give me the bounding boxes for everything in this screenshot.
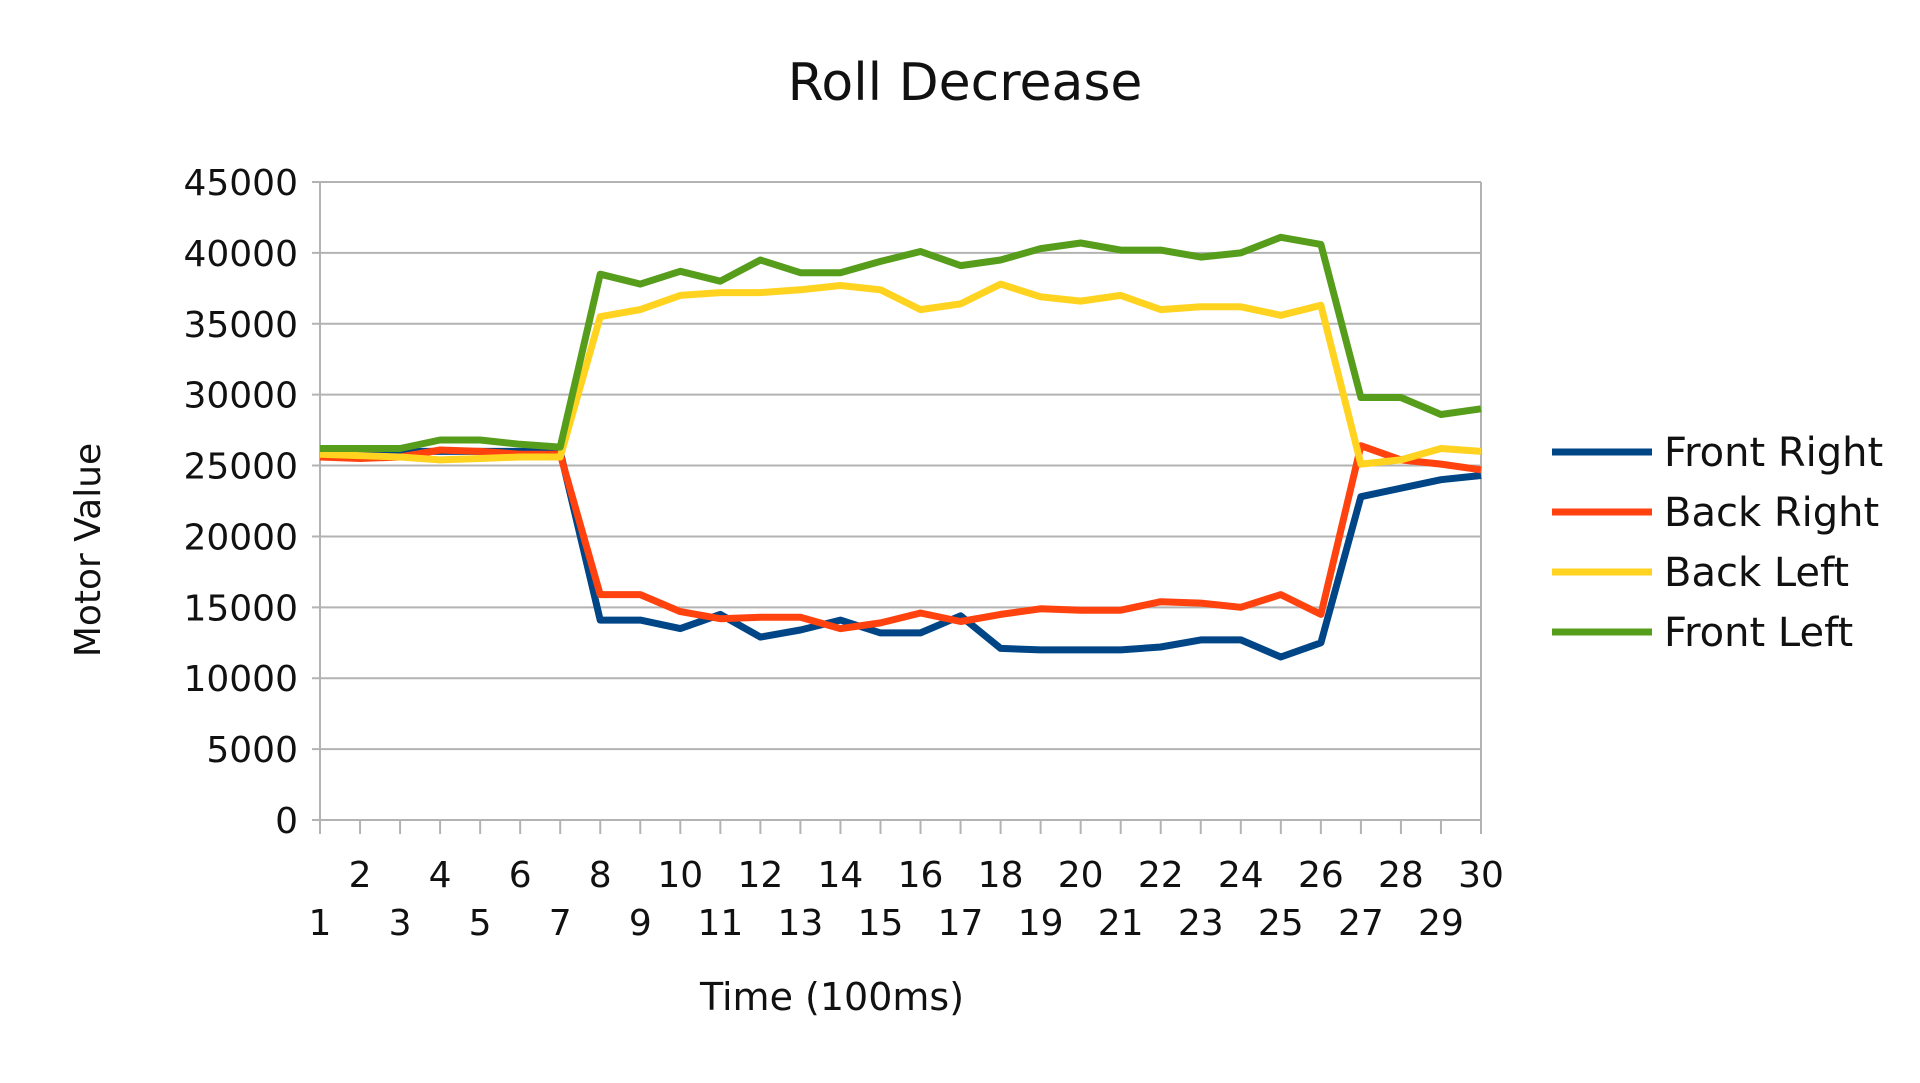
x-tick-label: 2 — [349, 855, 372, 896]
legend-label: Back Right — [1664, 490, 1879, 536]
y-axis-label: Motor Value — [68, 443, 109, 657]
x-tick-label: 24 — [1218, 855, 1264, 896]
x-tick-label: 17 — [938, 903, 984, 944]
y-tick-label: 40000 — [183, 234, 298, 275]
x-tick-label: 6 — [509, 855, 532, 896]
series-line-back-left — [319, 280, 1482, 468]
x-tick-label: 29 — [1418, 903, 1464, 944]
chart-title: Roll Decrease — [788, 53, 1143, 113]
y-tick-label: 30000 — [183, 376, 298, 417]
y-tick-label: 25000 — [183, 447, 298, 488]
x-tick-label: 16 — [898, 855, 944, 896]
y-tick-label: 15000 — [183, 588, 298, 629]
x-tick-label: 10 — [657, 855, 703, 896]
x-tick-label: 4 — [429, 855, 452, 896]
y-tick-label: 5000 — [206, 730, 298, 771]
y-tick-label: 35000 — [183, 305, 298, 346]
x-tick-label: 20 — [1058, 855, 1104, 896]
x-tick-label: 27 — [1338, 903, 1384, 944]
x-tick-label: 30 — [1458, 855, 1504, 896]
series-line-front-right — [320, 447, 1482, 661]
y-axis-ticks: 0 5000 10000 15000 20000 25000 30000 35000 40000… — [183, 163, 298, 842]
legend: Front Right Back Right Back Left Front Left — [1552, 430, 1883, 656]
x-tick-label: 14 — [818, 855, 864, 896]
legend-label: Back Left — [1664, 550, 1849, 596]
x-tick-label: 28 — [1378, 855, 1424, 896]
x-tick-label: 15 — [858, 903, 904, 944]
x-tick-label: 23 — [1178, 903, 1224, 944]
y-tick-label: 45000 — [183, 163, 298, 204]
x-tick-label: 25 — [1258, 903, 1304, 944]
y-tick-label: 0 — [275, 801, 298, 842]
x-tick-label: 1 — [309, 903, 332, 944]
x-tick-label: 21 — [1098, 903, 1144, 944]
x-tick-label: 13 — [778, 903, 824, 944]
series-line-back-right — [319, 442, 1482, 633]
gridlines — [312, 181, 1482, 832]
x-tick-label: 7 — [549, 903, 572, 944]
x-tick-label: 3 — [389, 903, 412, 944]
legend-label: Front Right — [1664, 430, 1883, 476]
x-axis-ticks: 1234567891011121314151617181920212223242… — [309, 820, 1504, 944]
x-tick-label: 26 — [1298, 855, 1344, 896]
legend-label: Front Left — [1664, 610, 1853, 656]
x-tick-label: 12 — [737, 855, 783, 896]
x-tick-label: 18 — [978, 855, 1024, 896]
series-line-front-left — [320, 233, 1482, 452]
y-tick-label: 20000 — [183, 517, 298, 558]
x-tick-label: 11 — [697, 903, 743, 944]
x-tick-label: 5 — [469, 903, 492, 944]
x-tick-label: 9 — [629, 903, 652, 944]
series-lines — [319, 233, 1482, 661]
x-tick-label: 22 — [1138, 855, 1184, 896]
x-axis-label: Time (100ms) — [699, 975, 964, 1019]
x-tick-label: 19 — [1018, 903, 1064, 944]
x-tick-label: 8 — [589, 855, 612, 896]
y-tick-label: 10000 — [183, 659, 298, 700]
